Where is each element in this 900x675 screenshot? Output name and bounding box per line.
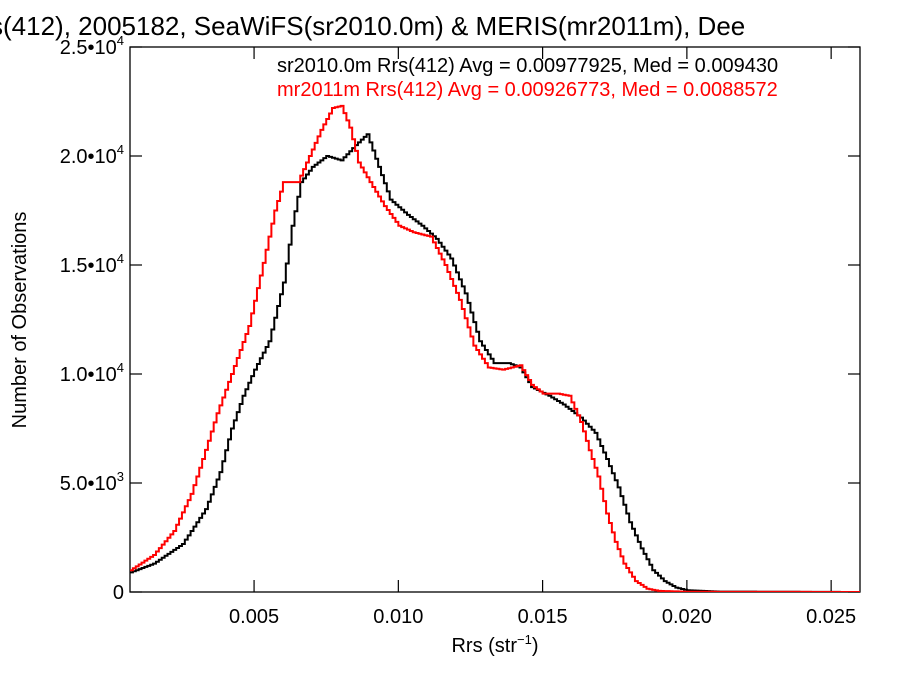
y-tick-label: 1.5•104 xyxy=(60,251,124,277)
series-layer xyxy=(130,104,860,592)
legend-annotation: mr2011m Rrs(412) Avg = 0.00926773, Med =… xyxy=(277,79,778,101)
y-tick-exponent: 4 xyxy=(117,251,124,266)
y-axis-label: Number of Observations xyxy=(9,212,31,429)
y-tick-exponent: 3 xyxy=(117,469,124,484)
y-tick-mantissa: 2.5•10 xyxy=(60,37,117,59)
x-tick-label: 0.010 xyxy=(373,606,423,628)
y-tick-label: 1.0•104 xyxy=(60,360,124,386)
y-tick-label: 2.5•104 xyxy=(60,33,124,59)
y-tick-exponent: 4 xyxy=(117,360,124,375)
series-mr2011-line xyxy=(130,104,860,592)
x-tick-label: 0.015 xyxy=(518,606,568,628)
series-sr2010-line xyxy=(130,133,860,592)
y-tick-mantissa: 0 xyxy=(113,582,124,604)
chart-title: s(412), 2005182, SeaWiFS(sr2010.0m) & ME… xyxy=(0,11,745,41)
y-tick-exponent: 4 xyxy=(117,33,124,48)
legend-annotation: sr2010.0m Rrs(412) Avg = 0.00977925, Med… xyxy=(277,55,778,77)
legend-annotations: sr2010.0m Rrs(412) Avg = 0.00977925, Med… xyxy=(277,55,778,101)
y-tick-mantissa: 2.0•10 xyxy=(60,146,117,168)
x-tick-label: 0.025 xyxy=(806,606,856,628)
y-tick-exponent: 4 xyxy=(117,142,124,157)
x-tick-label: 0.020 xyxy=(662,606,712,628)
y-tick-label: 2.0•104 xyxy=(60,142,124,168)
x-axis-ticks: 0.005 0.010 0.015 0.020 0.025 xyxy=(229,47,856,628)
y-tick-label: 0 xyxy=(113,582,124,604)
y-tick-mantissa: 1.5•10 xyxy=(60,255,117,277)
x-axis-label: Rrs (str−1) xyxy=(451,632,538,657)
x-axis-label-superscript: −1 xyxy=(517,632,532,647)
y-tick-mantissa: 5.0•10 xyxy=(60,473,117,495)
x-tick-label: 0.005 xyxy=(229,606,279,628)
plot-frame xyxy=(129,46,861,593)
y-tick-mantissa: 1.0•10 xyxy=(60,364,117,386)
x-axis-label-base: Rrs (str xyxy=(451,635,517,657)
y-tick-label: 5.0•103 xyxy=(60,469,124,495)
x-axis-label-tail: ) xyxy=(532,635,539,657)
